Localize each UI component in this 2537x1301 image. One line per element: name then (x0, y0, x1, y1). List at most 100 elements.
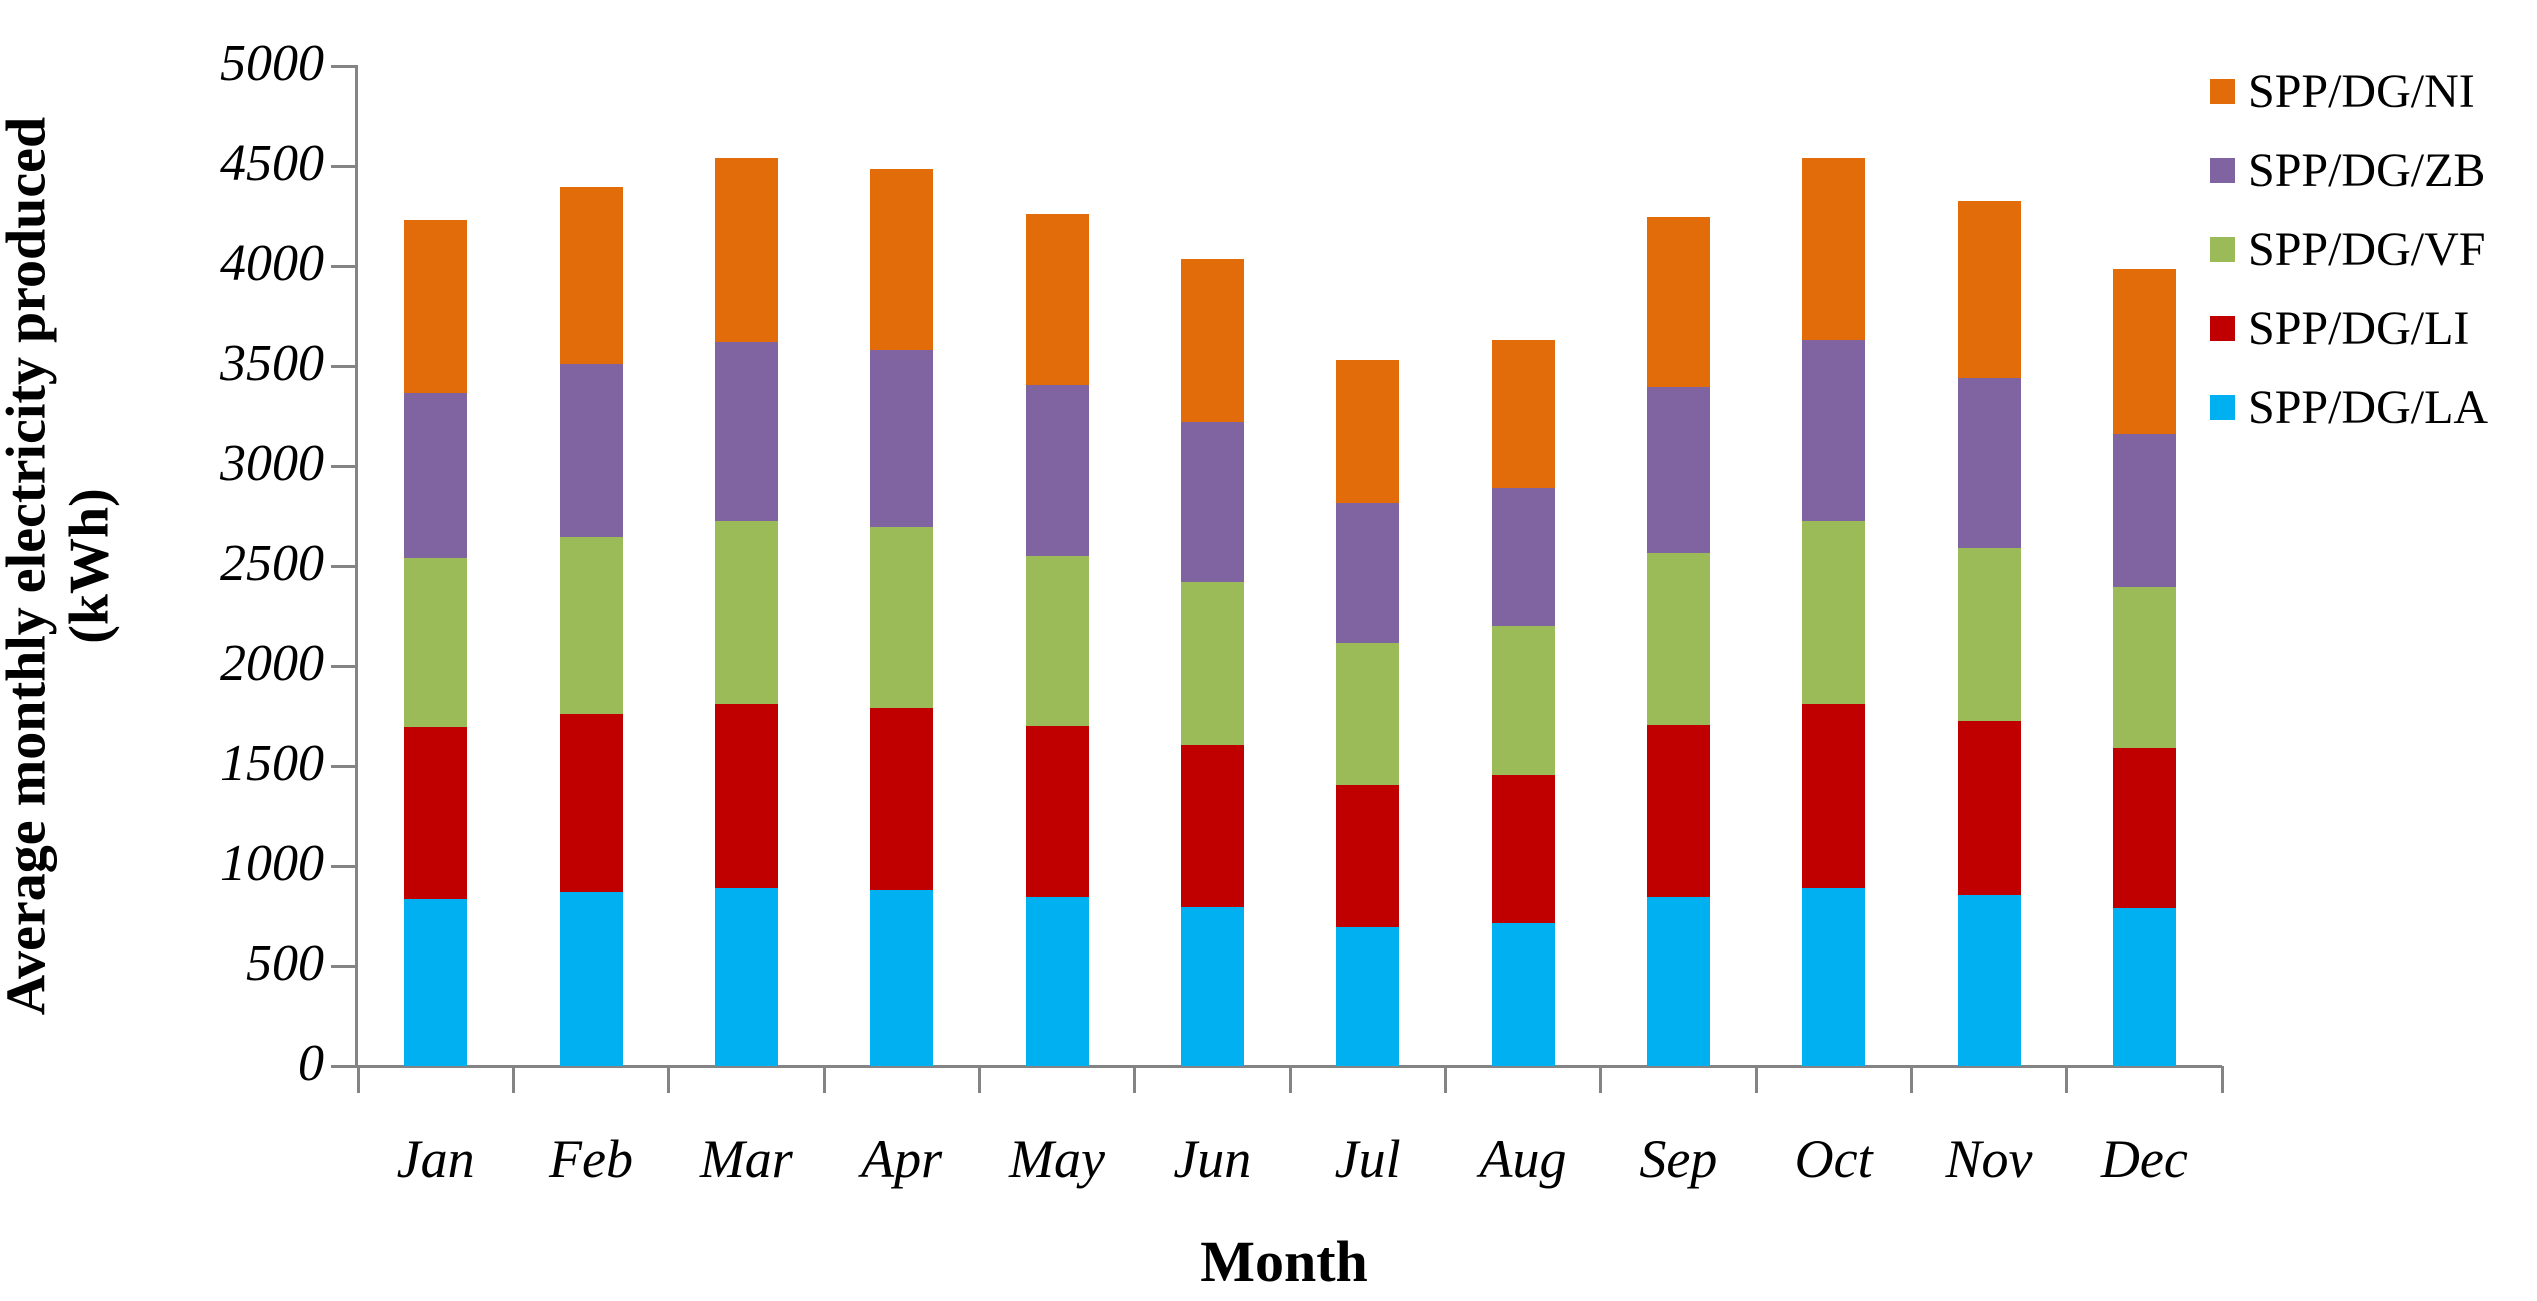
y-axis-tick (331, 164, 358, 168)
y-axis-tick (331, 564, 358, 568)
y-axis-tick (331, 764, 358, 768)
x-axis-tick (1133, 1066, 1137, 1093)
y-axis-tick-label: 5000 (220, 35, 324, 93)
bar-segment-zb-may (1025, 385, 1089, 556)
bar-segment-zb-oct (1802, 340, 1866, 521)
y-axis-tick-label: 500 (246, 935, 324, 993)
y-axis-tick-label: 0 (298, 1035, 324, 1093)
legend-item: SPP/DG/ZB (2210, 144, 2488, 197)
bar-segment-zb-jan (404, 393, 468, 558)
y-axis-title: Average monthly electricity produced (kWh… (0, 116, 120, 1016)
bar-segment-ni-jan (404, 220, 468, 393)
y-axis-tick-label: 3500 (220, 335, 324, 393)
legend-item: SPP/DG/NI (2210, 64, 2488, 118)
legend-label: SPP/DG/NI (2248, 64, 2475, 118)
bar-segment-li-may (1025, 726, 1089, 897)
y-axis-line (355, 66, 358, 1068)
y-axis-tick (331, 64, 358, 68)
bar-segment-zb-sep (1646, 387, 1710, 553)
bar-segment-zb-dec (2112, 434, 2176, 587)
x-axis-tick (2065, 1066, 2069, 1093)
bar-segment-li-jul (1336, 785, 1400, 927)
bar-segment-ni-nov (1957, 201, 2021, 378)
legend: SPP/DG/NI SPP/DG/ZB SPP/DG/VF SPP/DG/LI SPP/… (2210, 64, 2489, 434)
legend-item: SPP/DG/LI (2210, 301, 2488, 355)
y-axis-tick (331, 364, 358, 368)
x-axis-tick (667, 1066, 671, 1093)
bar-segment-vf-apr (870, 527, 934, 708)
x-axis-tick (822, 1066, 826, 1093)
bar-segment-vf-oct (1802, 521, 1866, 704)
bar-segment-ni-may (1025, 214, 1089, 385)
y-axis-tick-label: 1000 (220, 835, 324, 893)
bar-segment-zb-mar (714, 342, 778, 521)
bar-segment-li-nov (1957, 721, 2021, 895)
bar-segment-zb-feb (559, 364, 623, 537)
x-axis-tick-label: Dec (2100, 1129, 2188, 1189)
bar-segment-vf-sep (1646, 553, 1710, 725)
x-axis-tick (1599, 1066, 1603, 1093)
bar-segment-la-sep (1646, 897, 1710, 1066)
bar-segment-la-jul (1336, 927, 1400, 1066)
x-axis-tick (1443, 1066, 1447, 1093)
bar-segment-li-dec (2112, 748, 2176, 908)
legend-swatch-icon (2210, 78, 2235, 104)
x-axis-tick (2220, 1066, 2224, 1093)
bar-segment-zb-aug (1491, 488, 1555, 626)
bar-segment-li-mar (714, 704, 778, 888)
x-axis-tick-label: Jun (1173, 1129, 1252, 1189)
bar-segment-li-aug (1491, 775, 1555, 923)
y-axis-tick (331, 664, 358, 668)
bar-segment-zb-apr (870, 350, 934, 527)
bar-segment-li-oct (1802, 704, 1866, 888)
bar-segment-li-jan (404, 727, 468, 899)
x-axis-tick (511, 1066, 515, 1093)
bar-segment-la-may (1025, 897, 1089, 1066)
legend-item: SPP/DG/LA (2210, 380, 2489, 434)
bar-segment-la-jan (404, 899, 468, 1066)
x-axis-tick-label: Feb (549, 1129, 633, 1189)
bar-segment-la-aug (1491, 923, 1555, 1066)
legend-label: SPP/DG/LA (2248, 380, 2489, 434)
bar-segment-vf-may (1025, 556, 1089, 726)
bar-segment-la-feb (559, 892, 623, 1066)
y-axis-tick-label: 2000 (220, 635, 324, 693)
bar-segment-vf-nov (1957, 548, 2021, 721)
x-axis-title: Month (1200, 1229, 1368, 1294)
x-axis-tick-label: Aug (1479, 1129, 1567, 1189)
bar-segment-vf-dec (2112, 587, 2176, 748)
x-axis-tick (1754, 1066, 1758, 1093)
bar-segment-zb-nov (1957, 378, 2021, 548)
bar-segment-la-apr (870, 890, 934, 1066)
bar-segment-li-sep (1646, 725, 1710, 897)
bar-segment-ni-aug (1491, 340, 1555, 488)
legend-swatch-icon (2210, 157, 2235, 183)
bar-segment-vf-mar (714, 521, 778, 704)
bar-segment-la-oct (1802, 888, 1866, 1066)
bar-segment-ni-oct (1802, 158, 1866, 340)
bar-segment-ni-mar (714, 158, 778, 342)
x-axis-line (355, 1065, 2222, 1068)
x-axis-tick (1909, 1066, 1913, 1093)
bar-segment-vf-jun (1180, 582, 1244, 745)
y-axis-tick-label: 1500 (220, 735, 324, 793)
x-axis-tick-label: May (1009, 1129, 1105, 1189)
y-axis-tick (331, 264, 358, 268)
x-axis-tick (977, 1066, 981, 1093)
legend-label: SPP/DG/VF (2248, 222, 2486, 276)
y-axis-tick-label: 2500 (220, 535, 324, 593)
y-axis-tick (331, 464, 358, 468)
bar-segment-ni-jul (1336, 360, 1400, 503)
legend-label: SPP/DG/LI (2248, 301, 2470, 355)
bar-segment-ni-feb (559, 187, 623, 364)
bar-segment-ni-jun (1180, 259, 1244, 422)
y-axis-tick-label: 4500 (220, 135, 324, 193)
y-axis-tick (331, 964, 358, 968)
bar-segment-zb-jun (1180, 422, 1244, 582)
legend-item: SPP/DG/VF (2210, 222, 2488, 276)
x-axis-tick-label: Jul (1334, 1129, 1401, 1189)
bar-segment-zb-jul (1336, 503, 1400, 643)
x-axis-tick-label: Oct (1794, 1129, 1873, 1189)
x-axis-tick (356, 1066, 360, 1093)
bar-segment-vf-jan (404, 558, 468, 727)
